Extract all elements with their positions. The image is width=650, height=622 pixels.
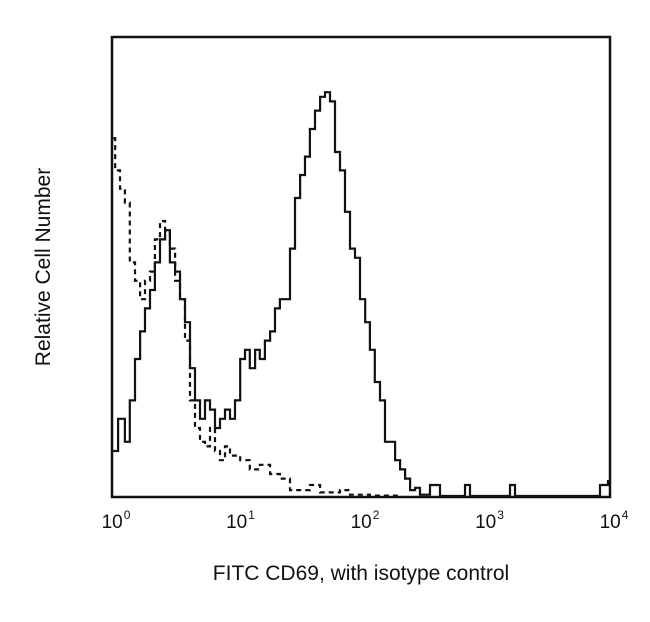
tick-exponent: 3 [497, 508, 504, 522]
tick-base: 10 [101, 512, 123, 533]
tick-base: 10 [350, 512, 372, 533]
isotype-control-histogram [113, 137, 402, 497]
tick-base: 10 [475, 512, 497, 533]
y-axis-label: Relative Cell Number [32, 167, 55, 367]
tick-base: 10 [226, 512, 248, 533]
tick-exponent: 0 [123, 508, 131, 522]
x-tick-label: 101 [226, 508, 255, 534]
cd69-histogram [113, 91, 610, 498]
x-tick-label: 102 [351, 508, 380, 534]
tick-exponent: 4 [621, 508, 629, 522]
x-tick-label: 103 [475, 508, 504, 534]
plot-frame [110, 35, 612, 499]
x-tick-label: 100 [102, 508, 131, 534]
tick-exponent: 1 [248, 508, 255, 522]
x-tick-label: 104 [600, 508, 629, 534]
x-axis-label: FITC CD69, with isotype control [212, 562, 510, 585]
tick-base: 10 [599, 512, 621, 533]
tick-exponent: 2 [372, 508, 380, 522]
